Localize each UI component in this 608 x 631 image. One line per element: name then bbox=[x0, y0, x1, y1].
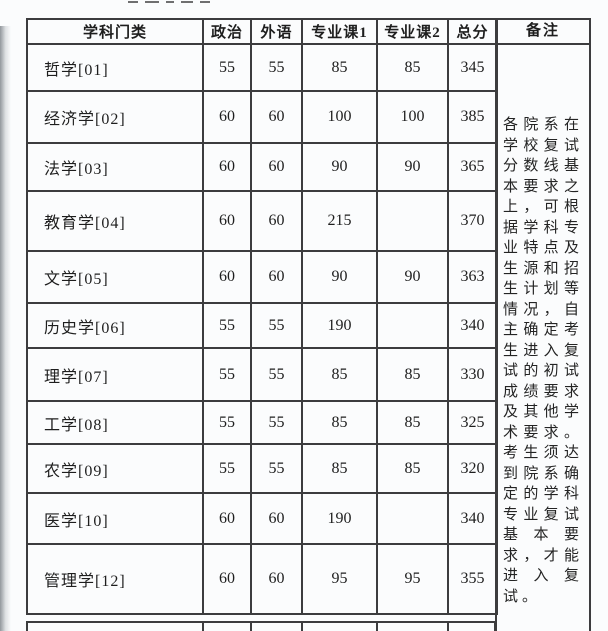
score-cell: 215 bbox=[301, 190, 378, 252]
partial-row-cell bbox=[202, 621, 250, 631]
category-cell: 经济学[02] bbox=[26, 90, 204, 144]
category-cell: 历史学[06] bbox=[26, 302, 204, 349]
score-cell: 55 bbox=[250, 400, 303, 445]
category-cell: 文学[05] bbox=[26, 250, 204, 304]
score-cell: 95 bbox=[376, 543, 449, 615]
remarks-column: 备注 各院系在学校复试分数线基本要求之上，可根据学科专业特点及生源和招生计划等情… bbox=[495, 18, 591, 631]
table-row: 管理学[12] 60 60 95 95 355 bbox=[26, 543, 498, 615]
score-cell: 85 bbox=[301, 347, 378, 402]
partial-next-row bbox=[26, 621, 496, 631]
score-cell: 55 bbox=[250, 443, 303, 494]
score-cell bbox=[376, 302, 449, 349]
score-cell: 60 bbox=[250, 190, 303, 252]
score-cell: 100 bbox=[301, 90, 378, 144]
score-cell: 85 bbox=[376, 400, 449, 445]
clipped-title-remnant bbox=[128, 1, 248, 6]
score-table: 学科门类 政治 外语 专业课1 专业课2 总分 哲学[01] 55 55 85 85 345 经济学[… bbox=[26, 18, 498, 615]
table-row: 文学[05] 60 60 90 90 363 bbox=[26, 250, 498, 304]
remarks-text: 各院系在学校复试分数线基本要求之上，可根据学科专业特点及生源和招生计划等情况，自… bbox=[503, 117, 583, 605]
score-cell: 85 bbox=[301, 400, 378, 445]
table-row: 法学[03] 60 60 90 90 365 bbox=[26, 142, 498, 192]
score-cell: 370 bbox=[447, 190, 498, 252]
category-cell: 农学[09] bbox=[26, 443, 204, 494]
score-cell: 60 bbox=[250, 492, 303, 545]
category-cell: 工学[08] bbox=[26, 400, 204, 445]
score-cell: 60 bbox=[250, 90, 303, 144]
score-cell: 55 bbox=[202, 400, 252, 445]
table-row: 农学[09] 55 55 85 85 320 bbox=[26, 443, 498, 494]
score-cell bbox=[376, 492, 449, 545]
remarks-header: 备注 bbox=[497, 20, 589, 45]
score-cell: 325 bbox=[447, 400, 498, 445]
column-header: 外语 bbox=[250, 18, 303, 45]
score-cell: 60 bbox=[202, 250, 252, 304]
score-cell: 190 bbox=[301, 302, 378, 349]
score-cell: 95 bbox=[301, 543, 378, 615]
score-cell: 55 bbox=[250, 43, 303, 92]
table-row: 医学[10] 60 60 190 340 bbox=[26, 492, 498, 545]
table-row: 哲学[01] 55 55 85 85 345 bbox=[26, 43, 498, 92]
score-cell: 55 bbox=[202, 443, 252, 494]
score-cell: 85 bbox=[301, 43, 378, 92]
score-cell: 60 bbox=[250, 543, 303, 615]
score-cell: 60 bbox=[202, 142, 252, 192]
table-row: 历史学[06] 55 55 190 340 bbox=[26, 302, 498, 349]
score-cell: 363 bbox=[447, 250, 498, 304]
score-cell: 100 bbox=[376, 90, 449, 144]
score-cell: 60 bbox=[202, 543, 252, 615]
table-row: 教育学[04] 60 60 215 370 bbox=[26, 190, 498, 252]
score-cell: 340 bbox=[447, 302, 498, 349]
category-cell: 哲学[01] bbox=[26, 43, 204, 92]
score-cell: 60 bbox=[250, 250, 303, 304]
table-header-row: 学科门类 政治 外语 专业课1 专业课2 总分 bbox=[26, 18, 498, 45]
category-cell: 教育学[04] bbox=[26, 190, 204, 252]
score-cell: 320 bbox=[447, 443, 498, 494]
score-cell: 90 bbox=[301, 142, 378, 192]
score-cell: 90 bbox=[376, 142, 449, 192]
column-header: 学科门类 bbox=[26, 18, 204, 45]
score-cell: 55 bbox=[202, 302, 252, 349]
score-cell: 55 bbox=[202, 347, 252, 402]
column-header: 专业课2 bbox=[376, 18, 449, 45]
table-row: 理学[07] 55 55 85 85 330 bbox=[26, 347, 498, 402]
score-cell: 55 bbox=[202, 43, 252, 92]
score-cell: 85 bbox=[376, 443, 449, 494]
partial-row-cell bbox=[301, 621, 376, 631]
category-cell: 医学[10] bbox=[26, 492, 204, 545]
partial-row-cell bbox=[26, 621, 202, 631]
score-cell: 345 bbox=[447, 43, 498, 92]
score-cell: 90 bbox=[376, 250, 449, 304]
partial-row-cell bbox=[447, 621, 496, 631]
scan-left-shadow bbox=[0, 26, 11, 631]
column-header: 专业课1 bbox=[301, 18, 378, 45]
score-cell: 340 bbox=[447, 492, 498, 545]
score-cell: 60 bbox=[202, 90, 252, 144]
score-cell: 90 bbox=[301, 250, 378, 304]
column-header: 政治 bbox=[202, 18, 252, 45]
score-cell: 365 bbox=[447, 142, 498, 192]
score-cell: 85 bbox=[376, 43, 449, 92]
column-header: 总分 bbox=[447, 18, 498, 45]
table-row: 经济学[02] 60 60 100 100 385 bbox=[26, 90, 498, 144]
category-cell: 理学[07] bbox=[26, 347, 204, 402]
table-row: 工学[08] 55 55 85 85 325 bbox=[26, 400, 498, 445]
score-cell: 85 bbox=[301, 443, 378, 494]
partial-row-cell bbox=[250, 621, 301, 631]
category-cell: 管理学[12] bbox=[26, 543, 204, 615]
score-cell: 355 bbox=[447, 543, 498, 615]
score-cell: 330 bbox=[447, 347, 498, 402]
score-cell: 60 bbox=[250, 142, 303, 192]
score-cell: 85 bbox=[376, 347, 449, 402]
score-cell: 190 bbox=[301, 492, 378, 545]
score-cell: 385 bbox=[447, 90, 498, 144]
score-cell: 55 bbox=[250, 347, 303, 402]
score-cell: 60 bbox=[202, 190, 252, 252]
score-cell: 55 bbox=[250, 302, 303, 349]
partial-row-cell bbox=[376, 621, 447, 631]
score-cell: 60 bbox=[202, 492, 252, 545]
category-cell: 法学[03] bbox=[26, 142, 204, 192]
score-cell bbox=[376, 190, 449, 252]
